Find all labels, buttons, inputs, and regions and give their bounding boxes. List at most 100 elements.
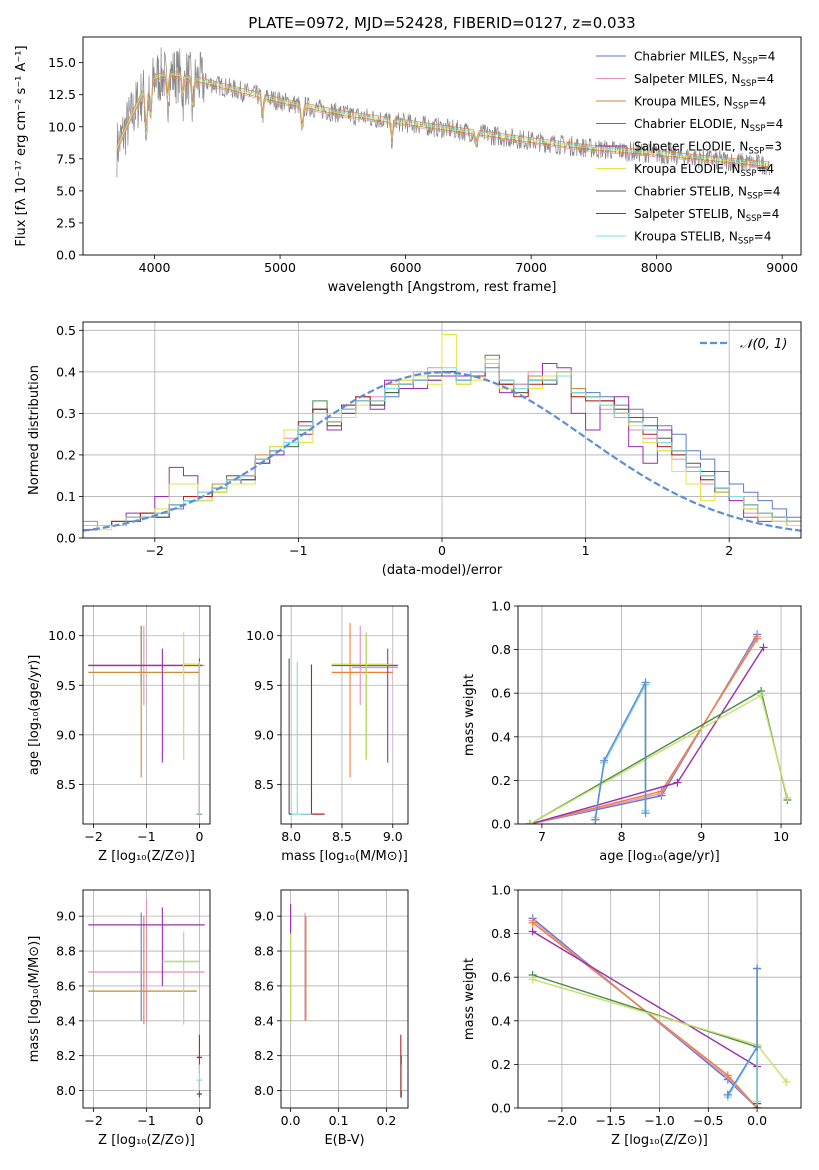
ebv-mass-plot-area	[281, 890, 408, 1108]
z-age-xtick-label-0: −2	[84, 829, 102, 844]
residuals-normal-curve	[83, 371, 801, 532]
spectrum-legend-label-text-4: Salpeter ELODIE, N	[634, 140, 748, 154]
spectrum-title: PLATE=0972, MJD=52428, FIBERID=0127, z=0…	[248, 14, 635, 32]
mass-age-frame	[280, 605, 409, 825]
z-mass-ytick-label-0: 8.0	[56, 1083, 76, 1098]
z-weight-series-4	[532, 974, 758, 1108]
z-mass-plot-area	[83, 890, 210, 1108]
age-weight-marker-8-0	[591, 815, 600, 824]
z-weight-series-2	[532, 922, 758, 1108]
residuals-xtick-label-1: −1	[289, 543, 307, 558]
mass-age-xtick-label-2: 9.0	[383, 829, 403, 844]
z-weight-ylabel: mass weight	[462, 958, 477, 1040]
spectrum-legend-sub-8: SSP	[738, 237, 754, 247]
z-age-xtick-label-1: −1	[137, 829, 155, 844]
spectrum-legend-label-2: Kroupa MILES, NSSP=4	[634, 95, 766, 112]
spectrum-legend-suffix-3: =4	[766, 117, 784, 131]
mass-age-xlabel: mass [log₁₀(M/M⊙)]	[281, 849, 408, 864]
z-weight-marker-8-1	[723, 1090, 732, 1099]
age-weight-series-5	[529, 694, 789, 824]
age-weight-series-2	[529, 638, 758, 824]
z-age-ylabel: age [log₁₀(age/yr)]	[27, 655, 42, 776]
z-mass-ytick-label-2: 8.4	[56, 1013, 76, 1028]
age-weight-xlabel: age [log₁₀(age/yr)]	[599, 849, 720, 864]
ebv-mass-axes: 0.0 0.1 0.2 8.0 8.2 8.4 8.6 8.8 9.0 E(B-V)	[254, 889, 409, 1148]
spectrum-ytick-label-0: 0.0	[56, 248, 76, 263]
spectrum-xlabel: wavelength [Angstrom, rest frame]	[328, 280, 557, 295]
z-mass-ytick-label-4: 8.8	[56, 944, 76, 959]
z-weight-marker-8-2	[753, 1042, 762, 1051]
mass-age-plot-area	[281, 606, 408, 824]
z-mass-axes: −2 −1 0 8.0 8.2 8.4 8.6 8.8 9.0 Z [log₁₀(Z/Z⊙)] ma…	[27, 889, 211, 1148]
spectrum-legend-suffix-6: =4	[763, 185, 781, 199]
residuals-ytick-label-1: 0.1	[56, 489, 76, 504]
age-weight-series-8	[594, 681, 647, 820]
age-weight-series-4	[529, 689, 789, 824]
age-weight-marker-5-0	[525, 820, 534, 824]
spectrum-legend-label-8: Kroupa STELIB, NSSP=4	[634, 230, 772, 247]
residuals-hist-8	[83, 363, 801, 538]
spectrum-legend-sub-1: SSP	[741, 79, 757, 89]
z-age-ytick-label-1: 9.0	[56, 727, 76, 742]
mass-age-ytick-label-2: 9.5	[254, 678, 274, 693]
z-weight-ytick-label-5: 1.0	[491, 883, 511, 898]
spectrum-model-1	[116, 75, 770, 168]
spectrum-legend-label-0: Chabrier MILES, NSSP=4	[634, 50, 775, 67]
age-weight-marker-2-2	[753, 634, 762, 643]
ebv-mass-ytick-label-3: 8.6	[254, 978, 274, 993]
spectrum-legend-label-text-1: Salpeter MILES, N	[634, 72, 741, 86]
z-weight-marker-5-2	[782, 1077, 791, 1086]
spectrum-legend-label-text-8: Kroupa STELIB, N	[634, 230, 738, 244]
z-weight-plot-area	[518, 890, 801, 1108]
z-weight-series-8	[727, 968, 758, 1096]
age-weight-xtick-label-2: 9	[697, 829, 705, 844]
spectrum-legend-label-text-6: Chabrier STELIB, N	[634, 185, 747, 199]
age-weight-ytick-label-5: 1.0	[491, 599, 511, 614]
spectrum-legend-sub-7: SSP	[746, 214, 762, 224]
spectrum-observed-flux	[116, 47, 770, 178]
z-weight-marker-8-3	[753, 964, 762, 973]
spectrum-legend-sub-6: SSP	[747, 192, 763, 202]
spectrum-legend-label-text-2: Kroupa MILES, N	[634, 95, 733, 109]
spectrum-ytick-label-6: 15.0	[48, 55, 76, 70]
residuals-xtick-label-3: 1	[582, 543, 590, 558]
z-weight-series-3	[532, 930, 758, 1108]
spectrum-axes: 4000 5000 6000 7000 8000 9000 0.0 2.5 5.0 7.5 10.0…	[14, 14, 802, 295]
ebv-mass-ytick-label-5: 9.0	[254, 909, 274, 924]
spectrum-model-4	[116, 71, 770, 163]
z-age-plot-area	[83, 606, 210, 824]
age-weight-marker-3-2	[759, 643, 768, 652]
residuals-ytick-label-4: 0.4	[56, 364, 76, 379]
spectrum-xtick-label-1: 5000	[264, 260, 296, 275]
age-weight-axes: 7 8 9 10 0.0 0.2 0.4 0.6 0.8 1.0 age [log₁₀(age/yr…	[462, 599, 802, 864]
spectrum-legend-suffix-2: =4	[749, 95, 767, 109]
spectrum-model-0	[116, 77, 770, 169]
z-weight-marker-2-1	[723, 1071, 732, 1080]
spectrum-ytick-label-2: 5.0	[56, 183, 76, 198]
z-weight-marker-3-0	[528, 927, 537, 936]
z-age-ytick-label-3: 10.0	[48, 628, 76, 643]
z-weight-marker-2-0	[528, 918, 537, 927]
spectrum-legend-sub-0: SSP	[742, 57, 758, 67]
z-age-ytick-label-0: 8.5	[56, 777, 76, 792]
residuals-ytick-label-0: 0.0	[56, 531, 76, 546]
age-weight-frame	[517, 605, 802, 825]
ebv-mass-xtick-label-1: 0.1	[329, 1113, 349, 1128]
z-weight-xtick-label-2: −1.0	[644, 1113, 674, 1128]
z-age-axes: −2 −1 0 8.5 9.0 9.5 10.0 Z [log₁₀(Z/Z⊙)] age [lo…	[27, 605, 211, 864]
z-mass-ytick-label-1: 8.2	[56, 1048, 76, 1063]
spectrum-legend-sub-5: SSP	[741, 169, 757, 179]
z-weight-marker-5-0	[528, 975, 537, 984]
residuals-axes: −2 −1 0 1 2 0.0 0.1 0.2 0.3 0.4 0.5 (data-model)/er…	[27, 321, 802, 578]
spectrum-ytick-label-1: 2.5	[56, 215, 76, 230]
spectrum-model-3	[116, 72, 770, 165]
z-mass-ytick-label-5: 9.0	[56, 909, 76, 924]
spectrum-legend-suffix-1: =4	[756, 72, 774, 86]
ebv-mass-ytick-label-0: 8.0	[254, 1083, 274, 1098]
ebv-mass-ytick-label-2: 8.4	[254, 1013, 274, 1028]
z-weight-xtick-label-4: 0.0	[747, 1113, 767, 1128]
age-weight-ytick-label-2: 0.4	[491, 729, 511, 744]
spectrum-xtick-label-3: 7000	[515, 260, 547, 275]
